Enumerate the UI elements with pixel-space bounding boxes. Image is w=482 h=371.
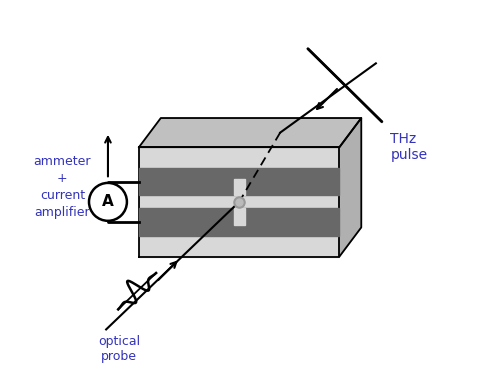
Polygon shape (234, 209, 245, 225)
Text: ammeter
+
current
amplifier: ammeter + current amplifier (34, 155, 91, 219)
Polygon shape (139, 118, 362, 147)
Polygon shape (339, 118, 362, 256)
Polygon shape (139, 168, 339, 195)
Polygon shape (234, 179, 245, 195)
Text: optical
probe: optical probe (98, 335, 140, 363)
Polygon shape (139, 209, 339, 236)
Text: A: A (102, 194, 114, 209)
Text: THz
pulse: THz pulse (390, 132, 428, 162)
Circle shape (89, 183, 127, 221)
Polygon shape (139, 147, 339, 256)
